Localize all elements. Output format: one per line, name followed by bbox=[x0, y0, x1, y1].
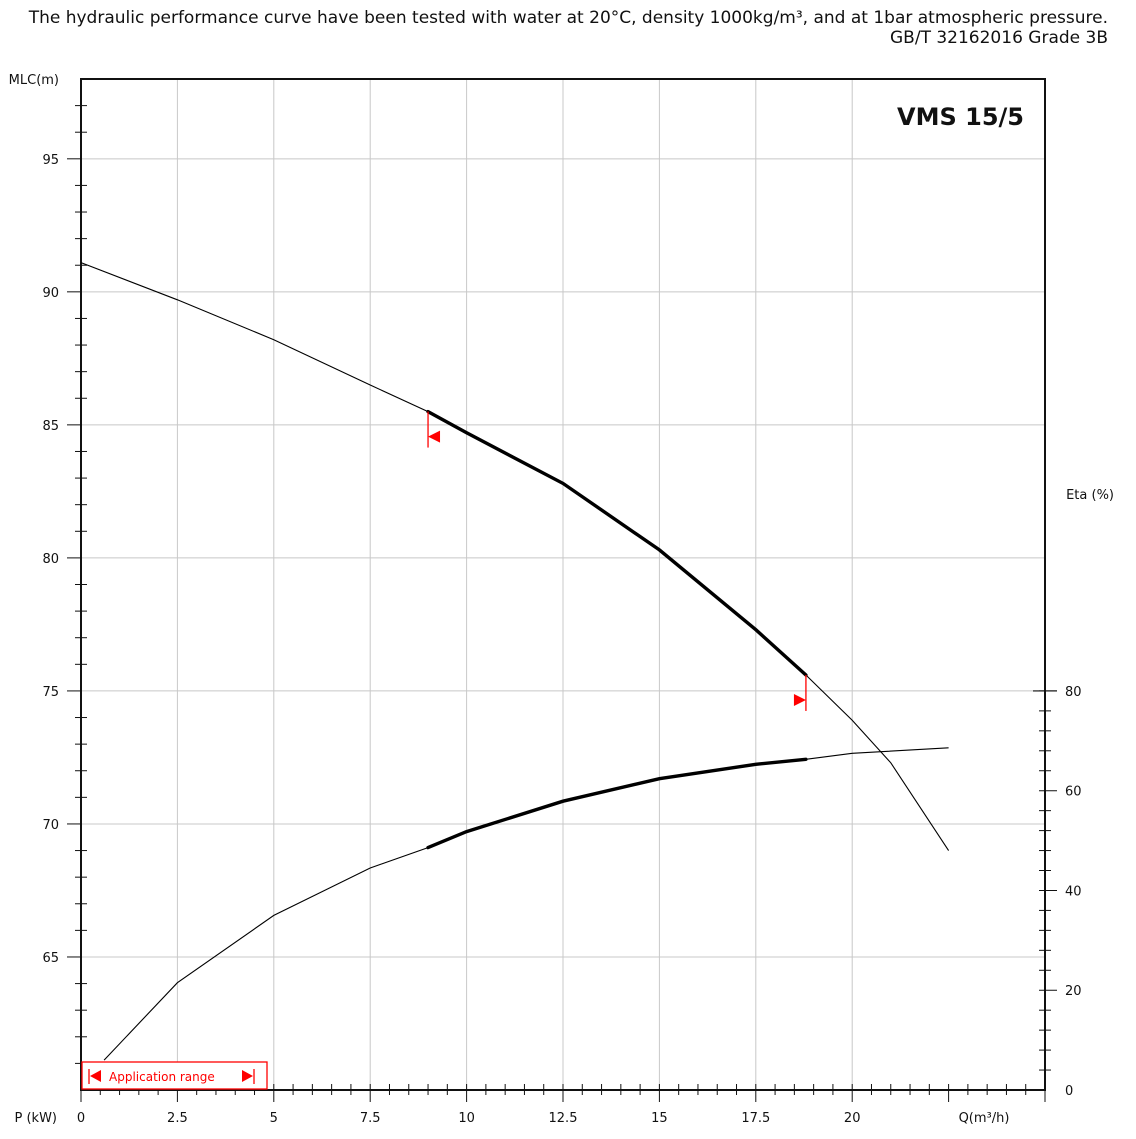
x-tick-label: 7.5 bbox=[360, 1111, 381, 1126]
y-left-tick-label: 95 bbox=[42, 153, 59, 168]
y-left-tick-label: 80 bbox=[42, 552, 59, 567]
y-right-axis-label: Eta (%) bbox=[1066, 488, 1114, 503]
x-tick-label: 5 bbox=[270, 1111, 278, 1126]
y-left-tick-label: 65 bbox=[42, 951, 59, 966]
x-tick-label: 10 bbox=[458, 1111, 475, 1126]
y-left-axis-label: MLC(m) bbox=[9, 73, 59, 88]
power-axis-label: P (kW) bbox=[15, 1111, 58, 1126]
application-range-label: Application range bbox=[109, 1070, 215, 1084]
y-right-tick-label: 20 bbox=[1065, 984, 1082, 999]
y-left-tick-label: 75 bbox=[42, 685, 59, 700]
head-curve bbox=[80, 262, 950, 851]
max-flow-arrow-icon bbox=[793, 693, 806, 706]
min-flow-arrow-icon bbox=[428, 430, 441, 443]
legend-right-arrow-icon bbox=[242, 1070, 253, 1082]
application-range-legend bbox=[81, 1061, 268, 1090]
y-right-tick-label: 80 bbox=[1065, 685, 1082, 700]
efficiency-curve bbox=[103, 747, 949, 1061]
x-tick-label: 2.5 bbox=[167, 1111, 188, 1126]
x-tick-label: 0 bbox=[77, 1111, 85, 1126]
x-tick-label: 17.5 bbox=[741, 1111, 770, 1126]
chart-title: VMS 15/5 bbox=[897, 103, 1024, 131]
y-right-tick-label: 60 bbox=[1065, 785, 1082, 800]
y-left-tick-label: 90 bbox=[42, 286, 59, 301]
test-conditions-text: The hydraulic performance curve have bee… bbox=[28, 8, 1108, 28]
x-tick-label: 12.5 bbox=[549, 1111, 578, 1126]
x-axis-label: Q(m³/h) bbox=[959, 1111, 1010, 1126]
y-left-tick-label: 85 bbox=[42, 419, 59, 434]
legend-left-arrow-icon bbox=[90, 1070, 101, 1082]
y-right-tick-label: 0 bbox=[1065, 1084, 1073, 1099]
y-left-tick-label: 70 bbox=[42, 818, 59, 833]
efficiency-curve-operating-range bbox=[426, 757, 808, 850]
x-tick-label: 15 bbox=[651, 1111, 668, 1126]
y-right-tick-label: 40 bbox=[1065, 884, 1082, 899]
standard-text: GB/T 32162016 Grade 3B bbox=[890, 28, 1108, 48]
head-curve-operating-range bbox=[426, 409, 808, 677]
x-tick-label: 20 bbox=[844, 1111, 861, 1126]
